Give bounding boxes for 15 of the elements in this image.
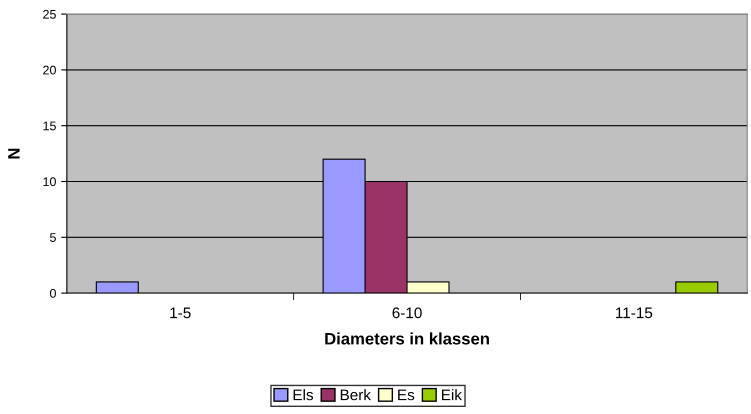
legend-label: Berk xyxy=(340,389,371,400)
y-tick-label: 0 xyxy=(50,288,56,298)
y-tick-label: 15 xyxy=(43,122,56,130)
legend-label: Es xyxy=(398,390,414,400)
y-tick-label: 20 xyxy=(43,66,56,75)
y-axis-title: N xyxy=(8,148,20,158)
y-tick-label: 25 xyxy=(43,10,56,19)
x-tick-label: 1-5 xyxy=(170,308,191,318)
y-tick-label: 10 xyxy=(43,177,56,186)
legend-label: Els xyxy=(294,389,314,400)
x-tick-label: 11-15 xyxy=(616,308,652,318)
x-tick-label: 6-10 xyxy=(392,307,422,318)
x-axis-title: Diameters in klassen xyxy=(325,332,489,345)
legend-label: Eik xyxy=(442,389,462,400)
y-tick-label: 5 xyxy=(50,233,56,242)
